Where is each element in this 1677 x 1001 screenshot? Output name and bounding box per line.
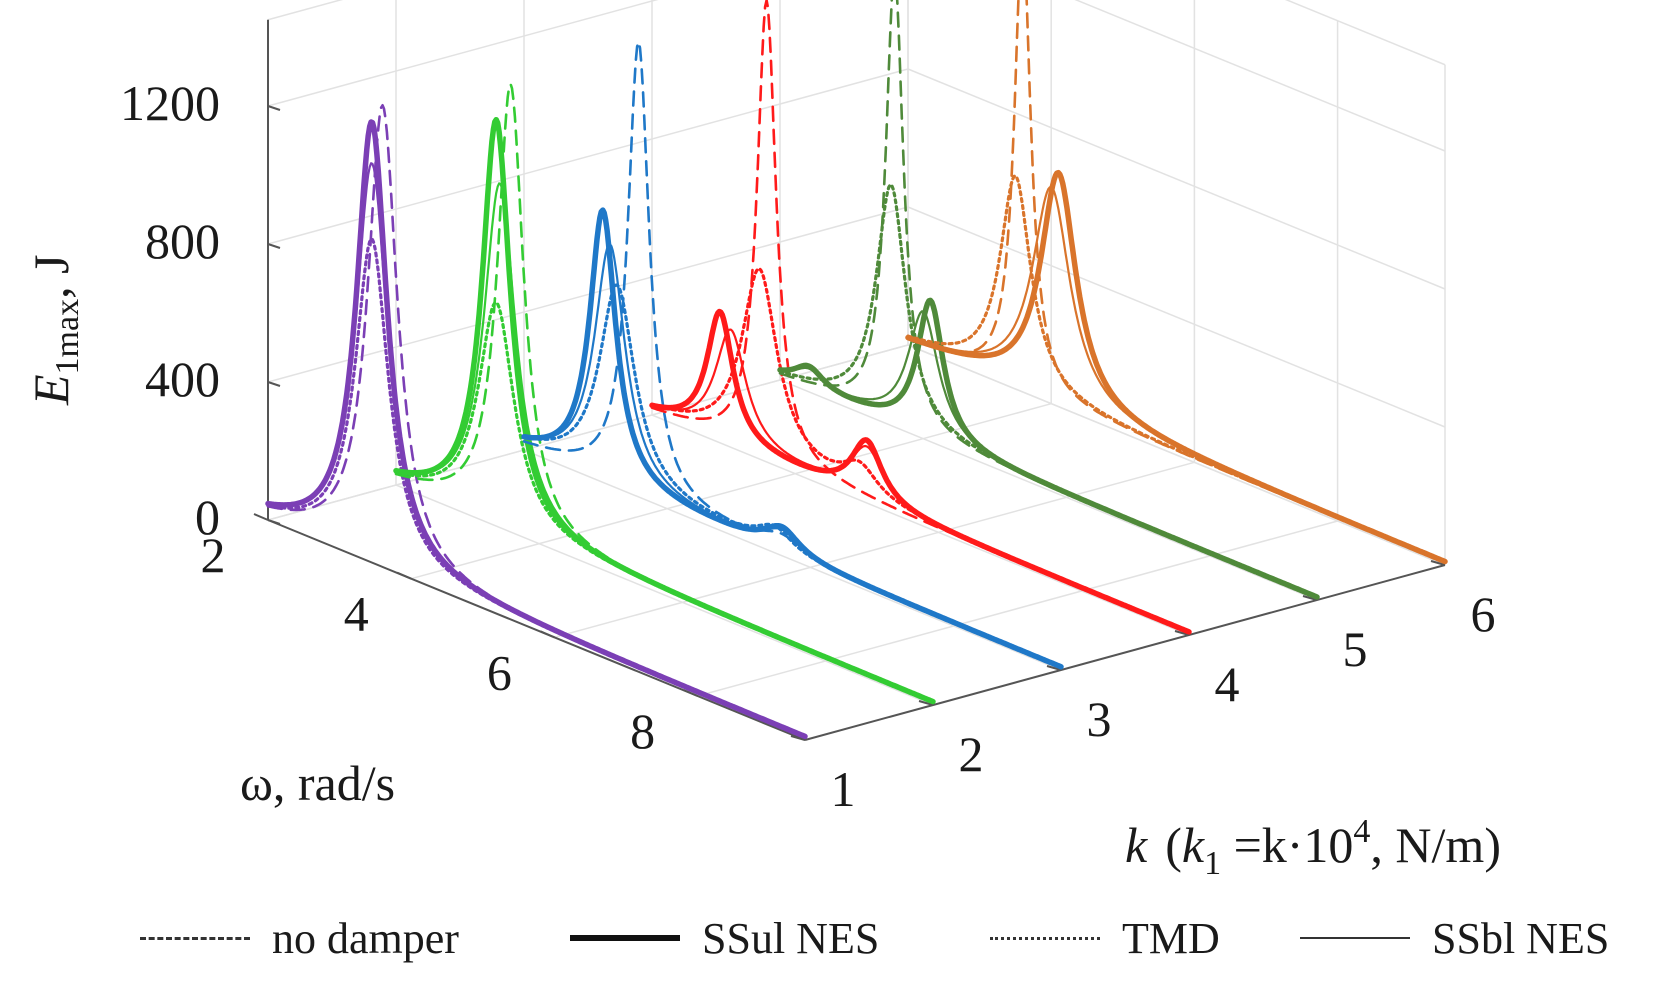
- k-tick-label: 5: [1343, 621, 1368, 677]
- axis-layer: 0 400 800 1200 2 4 6 8 1 2 3 4 5 6: [120, 19, 1496, 817]
- omega-tick: [540, 630, 555, 639]
- k-tick-label: 2: [959, 726, 984, 782]
- omega-axis: [267, 519, 806, 741]
- slice-k-3: [521, 40, 1064, 670]
- k-tick-label: 1: [831, 761, 856, 817]
- series-tmd-k3: [522, 283, 1063, 669]
- gridline: [907, 206, 1446, 428]
- gridline: [1284, 0, 1446, 66]
- k-tick: [1430, 560, 1446, 566]
- gridline: [907, 344, 1446, 566]
- series-ssbl-k3: [522, 243, 1063, 668]
- legend: no damper SSul NES TMD SSbl NES: [0, 908, 1677, 978]
- omega-tick-label: 4: [344, 586, 369, 642]
- omega-tick-label: 6: [487, 644, 512, 700]
- series-tmd-k5: [778, 183, 1319, 599]
- series-layer: [265, 0, 1448, 740]
- dotted-line-icon: [990, 936, 1100, 940]
- slice-k-2: [393, 82, 936, 705]
- legend-label-ssul: SSul NES: [702, 913, 880, 963]
- z-tick: [267, 381, 281, 387]
- legend-item-tmd: TMD: [990, 908, 1220, 968]
- z-tick: [267, 105, 281, 111]
- series-ssbl-k6: [906, 185, 1447, 563]
- legend-item-no-damper: no damper: [140, 908, 459, 968]
- omega-axis-label: ω, rad/s: [240, 755, 395, 811]
- gridline: [267, 344, 909, 521]
- legend-label-tmd: TMD: [1122, 913, 1220, 963]
- gridline: [267, 0, 344, 21]
- z-tick-label: 400: [145, 351, 220, 407]
- gridline: [697, 520, 1338, 697]
- dashed-line-icon: [140, 936, 250, 940]
- z-tick-label: 0: [195, 489, 220, 545]
- series-no-damper-k6: [906, 0, 1447, 564]
- z-tick: [267, 243, 281, 249]
- omega-tick-label: 8: [630, 703, 655, 759]
- k-tick: [1046, 665, 1062, 671]
- slice-k-4: [649, 0, 1192, 635]
- k-tick: [918, 700, 934, 706]
- z-tick-label: 800: [145, 213, 220, 269]
- series-ssul-k1: [265, 119, 808, 740]
- omega-tick-label: 2: [201, 527, 226, 583]
- omega-tick: [396, 571, 412, 580]
- series-ssul-k3: [521, 207, 1064, 670]
- k-axis: [804, 564, 1446, 741]
- series-tmd-k6: [906, 174, 1447, 564]
- slice-k-1: [265, 104, 808, 740]
- gridline: [1074, 0, 1446, 152]
- gridline: [779, 379, 1318, 601]
- thick-line-icon: [570, 935, 680, 941]
- series-ssbl-k2: [394, 182, 935, 703]
- z-tick: [267, 519, 281, 525]
- z-tick-label: 1200: [120, 75, 220, 131]
- k-tick-label: 3: [1087, 691, 1112, 747]
- series-ssul-k4: [649, 308, 1192, 635]
- legend-label-no-damper: no damper: [272, 913, 459, 963]
- gridline: [554, 461, 1195, 639]
- gridline: [267, 0, 659, 107]
- thin-line-icon: [1300, 937, 1410, 939]
- gridline: [907, 68, 1446, 290]
- k-axis-label: k (k1 =k·104, N/m): [1125, 813, 1501, 882]
- legend-item-ssbl: SSbl NES: [1300, 908, 1609, 968]
- legend-item-ssul: SSul NES: [570, 908, 879, 968]
- k-tick-label: 4: [1215, 656, 1240, 712]
- slice-k-6: [905, 0, 1448, 565]
- series-no-damper-k5: [778, 0, 1319, 599]
- slice-k-5: [777, 0, 1320, 600]
- gridline: [523, 449, 1062, 671]
- gridline: [651, 414, 1190, 636]
- k-tick-label: 6: [1471, 586, 1496, 642]
- omega-tick: [253, 513, 269, 521]
- gridline: [267, 68, 909, 245]
- k-tick: [1174, 630, 1190, 636]
- gridline: [267, 206, 909, 383]
- z-axis-label: E1max, J: [23, 254, 86, 406]
- k-tick: [1302, 595, 1318, 601]
- k-tick: [790, 735, 806, 741]
- series-ssul-k5: [777, 297, 1320, 600]
- gridline: [411, 402, 1052, 580]
- legend-label-ssbl: SSbl NES: [1432, 913, 1610, 963]
- omega-tick: [683, 689, 698, 697]
- grid-layer: [267, 0, 1446, 741]
- series-ssul-k6: [905, 169, 1448, 565]
- gridline: [395, 484, 934, 706]
- series-ssul-k2: [393, 116, 936, 705]
